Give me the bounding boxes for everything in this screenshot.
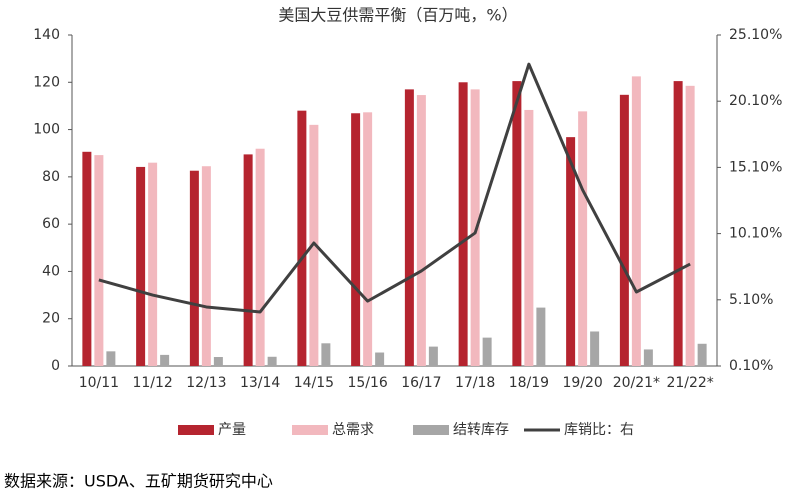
x-tick-label: 17/18 [455, 375, 495, 391]
bar [136, 166, 146, 366]
bar [148, 162, 158, 366]
bar [673, 81, 683, 366]
bar [201, 166, 211, 366]
bar [590, 331, 600, 366]
bar [619, 94, 629, 366]
x-tick-label: 15/16 [347, 375, 387, 391]
x-tick-label: 13/14 [240, 375, 280, 391]
x-tick-label: 11/12 [132, 375, 172, 391]
y2-tick-label: 0.10% [729, 358, 773, 374]
legend-marker [178, 425, 214, 435]
x-tick-label: 20/21* [613, 375, 660, 391]
x-tick-label: 21/22* [666, 375, 713, 391]
bar [631, 76, 641, 366]
bar [82, 151, 92, 366]
bar [375, 352, 385, 366]
x-tick-label: 14/15 [294, 375, 334, 391]
y-tick-label: 80 [42, 169, 60, 185]
bar [363, 112, 373, 367]
bar [512, 81, 522, 366]
bar [321, 343, 331, 366]
bar [255, 148, 265, 366]
bar [458, 82, 468, 367]
x-tick-label: 10/11 [79, 375, 119, 391]
bar [106, 351, 116, 366]
bar [578, 111, 588, 367]
x-tick-label: 16/17 [401, 375, 441, 391]
y2-tick-label: 15.10% [729, 159, 782, 175]
legend-label: 结转库存 [453, 422, 509, 438]
bar [267, 356, 277, 366]
legend-marker [413, 425, 449, 435]
bar [524, 109, 534, 366]
y2-tick-label: 25.10% [729, 27, 782, 43]
bar [685, 85, 695, 366]
legend-marker [292, 425, 328, 435]
bar [213, 357, 223, 366]
bar [94, 155, 104, 366]
legend-label: 产量 [218, 422, 246, 438]
y-tick-label: 0 [51, 358, 60, 374]
y-tick-label: 40 [42, 263, 60, 279]
x-tick-label: 19/20 [562, 375, 602, 391]
line-series [98, 62, 691, 314]
x-tick-label: 12/13 [186, 375, 226, 391]
y2-tick-label: 5.10% [729, 292, 773, 308]
legend-label: 库销比：右 [564, 422, 634, 438]
bar [643, 349, 653, 366]
y-tick-label: 120 [33, 74, 60, 90]
bar [482, 337, 492, 366]
bar [566, 137, 576, 366]
x-tick-label: 18/19 [509, 375, 549, 391]
source-note: 数据来源：USDA、五矿期货研究中心 [4, 472, 273, 491]
chart-title: 美国大豆供需平衡（百万吨，%） [278, 6, 517, 25]
bar [189, 170, 199, 366]
y2-tick-label: 20.10% [729, 93, 782, 109]
bar [160, 354, 170, 366]
bar [297, 110, 307, 367]
y-tick-label: 140 [33, 27, 60, 43]
y-tick-label: 100 [33, 122, 60, 138]
y2-tick-label: 10.10% [729, 226, 782, 242]
bar [404, 89, 414, 366]
bar [428, 346, 438, 366]
y-tick-label: 60 [42, 216, 60, 232]
bar [536, 307, 546, 366]
bar [351, 113, 361, 366]
bar [697, 343, 707, 366]
bar [470, 89, 480, 366]
bar [416, 95, 426, 366]
legend-label: 总需求 [332, 422, 374, 438]
y-tick-label: 20 [42, 311, 60, 327]
bar [243, 154, 253, 366]
